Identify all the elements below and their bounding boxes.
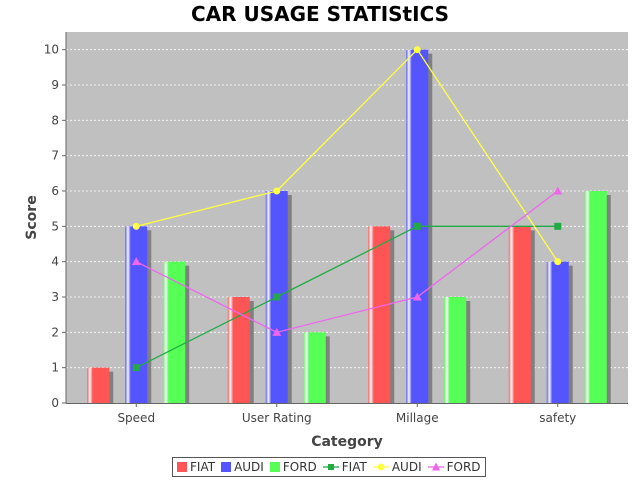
legend-item: AUDI bbox=[221, 460, 264, 474]
legend-item: FORD bbox=[269, 460, 317, 474]
point-audi bbox=[554, 258, 562, 266]
y-axis-label: Score bbox=[24, 195, 40, 239]
bar-fiat bbox=[227, 297, 250, 403]
legend-label: FORD bbox=[446, 460, 481, 474]
legend-swatch bbox=[372, 463, 389, 471]
point-audi bbox=[273, 187, 281, 195]
legend-swatch bbox=[427, 462, 444, 471]
bar-fiat bbox=[368, 226, 391, 403]
legend-item: FORD bbox=[427, 460, 481, 474]
x-tick-label: User Rating bbox=[242, 411, 312, 425]
bar-ford bbox=[303, 332, 326, 403]
legend-label: AUDI bbox=[234, 460, 264, 474]
y-tick-label: 3 bbox=[51, 290, 59, 304]
legend-swatch bbox=[322, 464, 339, 470]
legend-label: AUDI bbox=[391, 460, 422, 474]
y-tick-label: 0 bbox=[51, 396, 59, 410]
point-audi bbox=[413, 46, 421, 54]
legend-label: FIAT bbox=[190, 460, 216, 474]
point-fiat bbox=[273, 293, 281, 301]
bar-ford bbox=[163, 261, 186, 403]
y-tick-label: 8 bbox=[51, 113, 59, 127]
point-ford bbox=[553, 186, 563, 195]
y-tick-label: 10 bbox=[44, 43, 59, 57]
legend-item: FIAT bbox=[177, 460, 215, 474]
y-tick-label: 9 bbox=[51, 78, 59, 92]
bar-ford bbox=[584, 191, 607, 403]
point-ford bbox=[131, 257, 141, 266]
legend-item: FIAT bbox=[322, 460, 367, 474]
x-tick-label: safety bbox=[539, 411, 576, 425]
legend-item: AUDI bbox=[372, 460, 422, 474]
y-tick-label: 4 bbox=[51, 255, 59, 269]
legend-label: FIAT bbox=[341, 460, 367, 474]
legend-label: FORD bbox=[282, 460, 317, 474]
bar-audi bbox=[546, 261, 569, 403]
y-tick-label: 6 bbox=[51, 184, 59, 198]
point-ford bbox=[412, 292, 422, 301]
y-tick-label: 5 bbox=[51, 219, 59, 233]
line-fiat bbox=[135, 225, 558, 369]
x-axis-label: Category bbox=[311, 434, 383, 450]
bar-audi bbox=[125, 226, 148, 403]
legend-swatch bbox=[221, 462, 232, 472]
point-fiat bbox=[132, 364, 140, 372]
bar-fiat bbox=[87, 367, 110, 403]
legend-swatch bbox=[269, 462, 280, 472]
x-tick-label: Millage bbox=[396, 411, 439, 425]
x-tick-label: Speed bbox=[117, 411, 155, 425]
chart-title: CAR USAGE STATIStICS bbox=[190, 2, 450, 26]
point-fiat bbox=[554, 222, 562, 230]
line-ford bbox=[135, 190, 559, 334]
legend-swatch bbox=[177, 462, 187, 472]
line-audi bbox=[136, 48, 559, 263]
bar-fiat bbox=[508, 226, 531, 403]
bar-ford bbox=[444, 297, 467, 403]
y-tick-label: 2 bbox=[51, 325, 59, 339]
point-fiat bbox=[413, 222, 421, 230]
point-audi bbox=[132, 222, 140, 230]
point-ford bbox=[272, 327, 282, 336]
y-tick-label: 7 bbox=[51, 149, 59, 163]
legend: FIAT AUDI FORD FIAT AUDI FORD bbox=[172, 457, 486, 477]
y-tick-label: 1 bbox=[51, 361, 59, 375]
